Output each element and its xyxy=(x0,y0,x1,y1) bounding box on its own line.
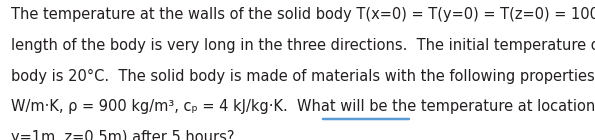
Text: body is 20°C.  The solid body is made of materials with the following properties: body is 20°C. The solid body is made of … xyxy=(11,69,595,84)
Text: length of the body is very long in the three directions.  The initial temperatur: length of the body is very long in the t… xyxy=(11,38,595,53)
Text: The temperature at the walls of the solid body T(x=0) = T(y=0) = T(z=0) = 100°C.: The temperature at the walls of the soli… xyxy=(11,7,595,22)
Text: y=1m, z=0.5m) after 5 hours?: y=1m, z=0.5m) after 5 hours? xyxy=(11,130,234,140)
Text: W/m·K, ρ = 900 kg/m³, cₚ = 4 kJ/kg·K.  What will be the temperature at location : W/m·K, ρ = 900 kg/m³, cₚ = 4 kJ/kg·K. Wh… xyxy=(11,99,595,114)
